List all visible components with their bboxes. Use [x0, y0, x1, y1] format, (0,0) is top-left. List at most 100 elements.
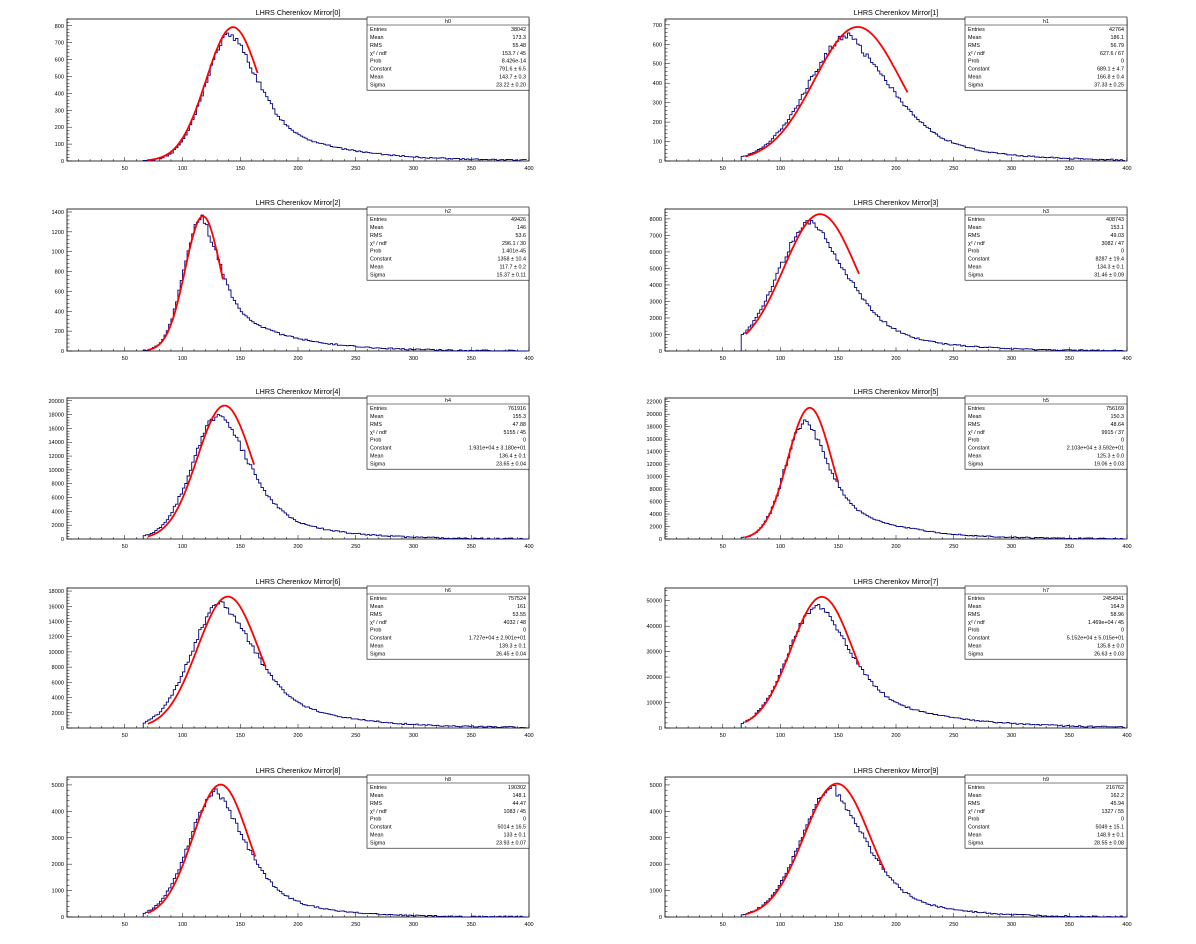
x-tick-label: 250: [351, 733, 360, 739]
x-tick-label: 150: [236, 922, 245, 928]
stats-label: Sigma: [370, 461, 385, 467]
stats-value: 0: [1121, 59, 1124, 65]
stats-value: 0: [523, 817, 526, 823]
y-tick-label: 4000: [52, 696, 64, 702]
stats-value: 148.9 ± 0.1: [1097, 833, 1124, 839]
x-tick-label: 100: [178, 733, 187, 739]
x-tick-label: 200: [293, 356, 302, 362]
x-tick-label: 400: [1122, 166, 1131, 172]
stats-value: 2.103e+04 ± 3.592e+01: [1067, 446, 1124, 452]
x-tick-label: 200: [293, 922, 302, 928]
stats-value: 8287 ± 19.4: [1096, 257, 1124, 263]
stats-value: 1.401e-45: [502, 249, 526, 255]
stats-histogram-name: h1: [1043, 19, 1049, 25]
stats-label: χ² / ndf: [370, 241, 387, 247]
x-tick-label: 200: [293, 166, 302, 172]
x-tick-label: 300: [1007, 166, 1016, 172]
stats-label: Entries: [968, 596, 985, 602]
x-tick-label: 150: [834, 544, 843, 550]
y-tick-label: 400: [653, 81, 662, 87]
y-tick-label: 100: [55, 142, 64, 148]
stats-label: Entries: [370, 785, 387, 791]
stats-value: 0: [1121, 249, 1124, 255]
stats-label: RMS: [370, 612, 382, 618]
gaussian-fit-curve: [147, 404, 255, 538]
x-tick-label: 50: [122, 733, 128, 739]
stats-label: Prob: [968, 628, 979, 634]
stats-label: Constant: [370, 825, 392, 831]
stats-histogram-name: h3: [1043, 209, 1049, 215]
y-tick-label: 300: [55, 108, 64, 114]
stats-value: 756169: [1106, 406, 1124, 412]
x-tick-label: 400: [1122, 356, 1131, 362]
stats-label: Mean: [968, 414, 982, 420]
gaussian-fit-curve: [745, 782, 886, 915]
stats-histogram-name: h2: [445, 209, 451, 215]
x-tick-label: 400: [1122, 922, 1131, 928]
stats-label: χ² / ndf: [968, 809, 985, 815]
x-tick-label: 50: [122, 922, 128, 928]
histogram-series: [142, 414, 527, 540]
histogram-series: [142, 601, 527, 729]
y-tick-label: 20000: [646, 675, 662, 681]
stats-value: 42764: [1109, 27, 1124, 33]
y-tick-label: 3000: [650, 836, 662, 842]
y-tick-label: 0: [659, 159, 662, 165]
panel-title: LHRS Cherenkov Mirror[0]: [256, 8, 341, 17]
y-tick-label: 14000: [48, 440, 64, 446]
histogram-panel-7: LHRS Cherenkov Mirror[7] 50 100 150 200 250 30…: [646, 577, 1131, 739]
y-tick-label: 3000: [52, 836, 64, 842]
y-tick-label: 600: [55, 58, 64, 64]
stats-value: 38042: [511, 27, 526, 33]
panel-title: LHRS Cherenkov Mirror[7]: [854, 577, 939, 586]
y-tick-label: 20000: [48, 399, 64, 405]
x-tick-label: 250: [949, 733, 958, 739]
y-tick-label: 200: [55, 125, 64, 131]
stats-label: Mean: [968, 833, 982, 839]
y-tick-label: 800: [55, 24, 64, 30]
stats-value: 1327 / 55: [1102, 809, 1124, 815]
stats-value: 4032 / 48: [504, 620, 526, 626]
stats-value: 2454941: [1103, 596, 1124, 602]
stats-label: χ² / ndf: [370, 430, 387, 436]
y-tick-label: 1000: [52, 889, 64, 895]
stats-value: 48.64: [1111, 422, 1125, 428]
stats-value: 28.55 ± 0.08: [1094, 840, 1124, 846]
stats-value: 186.1: [1111, 35, 1125, 41]
stats-value: 31.46 ± 0.09: [1094, 272, 1124, 278]
y-tick-label: 5000: [650, 783, 662, 789]
y-tick-label: 1000: [650, 889, 662, 895]
stats-label: Sigma: [968, 651, 983, 657]
x-tick-label: 150: [236, 166, 245, 172]
stats-label: Sigma: [370, 82, 385, 88]
y-tick-label: 8000: [52, 665, 64, 671]
y-tick-label: 16000: [48, 604, 64, 610]
stats-value: 1083 / 45: [504, 809, 526, 815]
stats-box: [366, 585, 530, 660]
x-tick-label: 350: [1065, 922, 1074, 928]
y-tick-label: 12000: [646, 462, 662, 468]
x-tick-label: 250: [351, 166, 360, 172]
y-tick-label: 8000: [650, 487, 662, 493]
y-tick-label: 5000: [52, 783, 64, 789]
stats-value: 56.79: [1111, 43, 1125, 49]
stats-label: Constant: [968, 636, 990, 642]
stats-label: Sigma: [968, 82, 983, 88]
stats-histogram-name: h6: [445, 588, 451, 594]
histogram-panel-1: LHRS Cherenkov Mirror[1] 50 100 150 200 250 30…: [653, 8, 1132, 172]
stats-value: 1358 ± 10.4: [498, 257, 526, 263]
stats-value: 1.469e+04 / 45: [1088, 620, 1124, 626]
stats-label: Sigma: [370, 651, 385, 657]
stats-value: 53.6: [516, 233, 527, 239]
y-tick-label: 4000: [650, 283, 662, 289]
y-tick-label: 8000: [52, 482, 64, 488]
stats-label: Entries: [968, 406, 985, 412]
y-tick-label: 10000: [48, 468, 64, 474]
histogram-panel-2: LHRS Cherenkov Mirror[2] 50 100 150 200 250 30…: [52, 198, 534, 362]
stats-box: [964, 16, 1128, 91]
stats-label: Prob: [370, 249, 381, 255]
gaussian-fit-curve: [147, 783, 257, 914]
y-tick-label: 40000: [646, 624, 662, 630]
stats-label: Mean: [370, 793, 384, 799]
histogram-series: [142, 788, 527, 918]
